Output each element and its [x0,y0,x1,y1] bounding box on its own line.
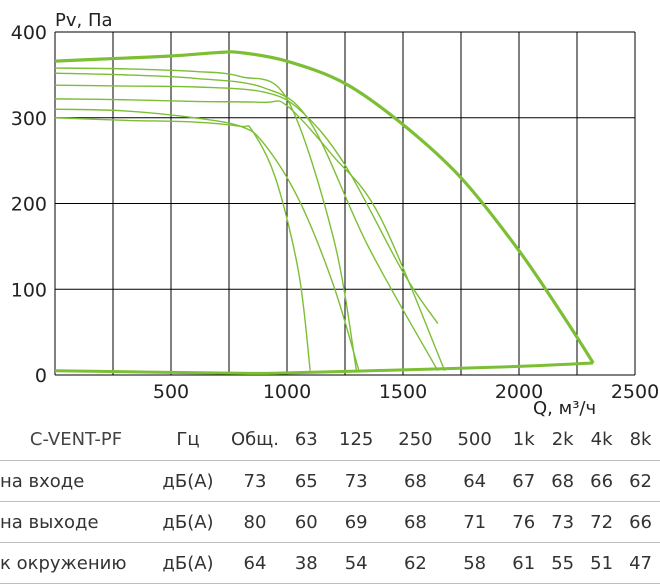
table-header-model: C-VENT-PF [29,428,123,450]
table-header-cell: Общ. [231,428,279,450]
table-cell: 66 [590,470,614,492]
minimum-boundary-line [54,361,594,375]
chart-grid [54,31,636,376]
table-cell: 80 [243,511,267,533]
table-cell: 65 [294,470,318,492]
maximum-curve-line [54,50,595,364]
chart-ticks: 0 100 200 300 400 500 1000 1500 2000 2500 [11,22,659,403]
row-unit: дБ(А) [162,470,214,492]
table-cell: 62 [629,470,652,492]
table-cell: 62 [403,552,427,574]
row-unit: дБ(А) [162,511,214,533]
table-cell: 54 [344,552,368,574]
table-cell: 68 [403,470,427,492]
table-header-cell: 4k [590,428,613,450]
x-tick-label: 1500 [379,381,427,403]
x-axis-label: Q, м³/ч [533,398,596,418]
table-cell: 38 [294,552,318,574]
y-tick-label: 100 [11,279,47,301]
table-cell: 68 [551,470,575,492]
table-cell: 73 [551,511,575,533]
speed-curve-line [54,108,360,371]
row-unit: дБ(А) [162,552,214,574]
speed-curve-line [54,67,358,372]
y-tick-label: 400 [11,22,47,44]
speed-curve-line [54,84,439,324]
table-cell: 64 [243,552,267,574]
table-cell: 51 [590,552,614,574]
y-tick-label: 200 [11,194,47,216]
row-label: к окружению [0,552,127,574]
table-cell: 71 [463,511,487,533]
table-row: к окружению дБ(А) 64 38 54 62 58 61 55 5… [0,543,660,584]
table-cell: 47 [629,552,652,574]
noise-table: C-VENT-PF Гц Общ. 63 125 250 500 1k 2k 4… [0,418,660,584]
table-cell: 68 [403,511,427,533]
table-row: на выходе дБ(А) 80 60 69 68 71 76 73 72 … [0,502,660,543]
table-cell: 67 [512,470,536,492]
table-cell: 55 [551,552,575,574]
table-cell: 60 [294,511,318,533]
table-header-cell: 1k [512,428,535,450]
table-header-cell: 2k [551,428,574,450]
table-cell: 73 [344,470,368,492]
table-cell: 66 [629,511,652,533]
speed-curve-line [54,117,311,371]
chart-curves [54,50,595,375]
table-cell: 73 [243,470,267,492]
row-label: на выходе [0,511,99,533]
row-label: на входе [0,470,85,492]
x-tick-label: 2000 [495,381,543,403]
table-header-cell: 250 [398,428,433,450]
table-header-cell: 125 [339,428,374,450]
y-tick-label: 300 [11,108,47,130]
table-row: на входе дБ(А) 73 65 73 68 64 67 68 66 6… [0,461,660,502]
table-header-cell: 500 [457,428,492,450]
y-axis-label: Pv, Па [55,10,113,31]
y-tick-label: 0 [35,365,47,387]
speed-curve-line [54,72,439,372]
table-cell: 61 [512,552,536,574]
table-header-cell: Гц [176,428,200,450]
x-tick-label: 1000 [263,381,311,403]
table-cell: 58 [463,552,487,574]
table-header-row: C-VENT-PF Гц Общ. 63 125 250 500 1k 2k 4… [0,418,660,461]
table-cell: 69 [344,511,368,533]
x-tick-label: 2500 [611,381,659,403]
table-header-cell: 63 [294,428,318,450]
table-cell: 64 [463,470,487,492]
table-cell: 76 [512,511,536,533]
x-tick-label: 500 [153,381,189,403]
table-header-cell: 8k [629,428,652,450]
table-cell: 72 [590,511,614,533]
speed-curve-line [54,98,446,371]
